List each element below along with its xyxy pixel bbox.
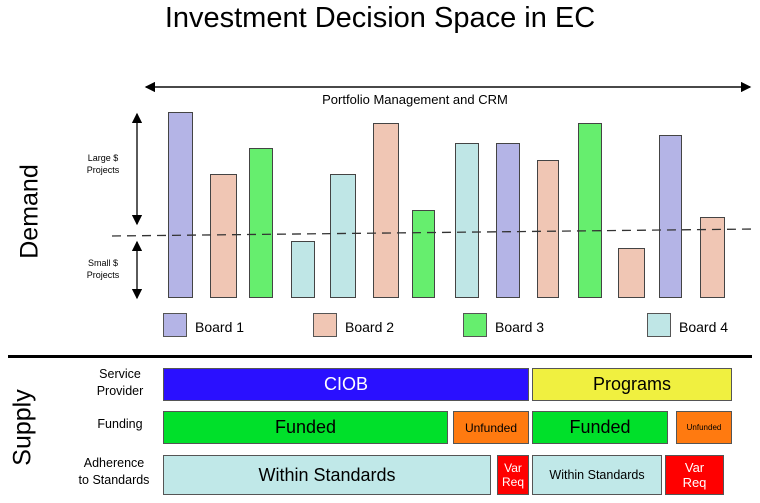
label-line: Req (501, 475, 524, 489)
unfunded-box-programs: Unfunded (676, 411, 732, 444)
demand-bar-board1 (168, 112, 193, 298)
label-line: Provider (96, 384, 144, 398)
divider (8, 355, 752, 358)
portfolio-label: Portfolio Management and CRM (322, 92, 508, 107)
legend-swatch-board4 (647, 313, 671, 337)
demand-bar-board3 (412, 210, 435, 298)
unfunded-box-ciob: Unfunded (453, 411, 529, 444)
demand-bar-board4 (330, 174, 356, 298)
demand-bar-board2 (618, 248, 645, 298)
label-line: Req (682, 475, 707, 490)
var-req-box-ciob: Var Req (497, 455, 529, 495)
label-line: Var (684, 460, 705, 475)
small-label-line2: Projects (86, 270, 120, 280)
page-title: Investment Decision Space in EC (164, 2, 596, 34)
small-projects-label: Small $ Projects (78, 257, 128, 281)
demand-bar-board4 (455, 143, 479, 298)
funded-box-programs: Funded (532, 411, 668, 444)
demand-bar-board2 (373, 123, 399, 298)
var-req-box-programs: Var Req (665, 455, 724, 495)
demand-bar-board2 (537, 160, 559, 298)
legend-swatch-board1 (163, 313, 187, 337)
within-standards-box-programs: Within Standards (532, 455, 662, 495)
label-line: to Standards (78, 473, 150, 487)
programs-box: Programs (532, 368, 732, 401)
within-standards-box-ciob: Within Standards (163, 455, 491, 495)
label-line: Adherence (83, 456, 145, 470)
legend-swatch-board3 (463, 313, 487, 337)
legend-label-board1: Board 1 (195, 319, 245, 335)
demand-bar-board1 (659, 135, 682, 298)
supply-label: Supply (8, 389, 37, 466)
funded-box-ciob: Funded (163, 411, 448, 444)
demand-bar-board3 (249, 148, 273, 298)
small-label-line1: Small $ (87, 258, 118, 268)
label-line: Service (99, 367, 141, 381)
demand-bar-board2 (210, 174, 237, 298)
legend-swatch-board2 (313, 313, 337, 337)
demand-bar-board2 (700, 217, 725, 298)
large-projects-label: Large $ Projects (78, 152, 128, 176)
legend-label-board2: Board 2 (345, 319, 395, 335)
large-label-line1: Large $ (87, 153, 119, 163)
ciob-box: CIOB (163, 368, 529, 401)
large-label-line2: Projects (86, 165, 120, 175)
label-line: Var (504, 461, 522, 475)
adherence-label: Adherence to Standards (58, 455, 170, 489)
funding-label: Funding (97, 417, 143, 431)
demand-bar-board3 (578, 123, 602, 298)
demand-bar-board4 (291, 241, 315, 298)
legend-label-board4: Board 4 (679, 319, 729, 335)
demand-bar-board1 (496, 143, 520, 298)
legend-label-board3: Board 3 (495, 319, 545, 335)
service-provider-label: Service Provider (70, 366, 170, 400)
